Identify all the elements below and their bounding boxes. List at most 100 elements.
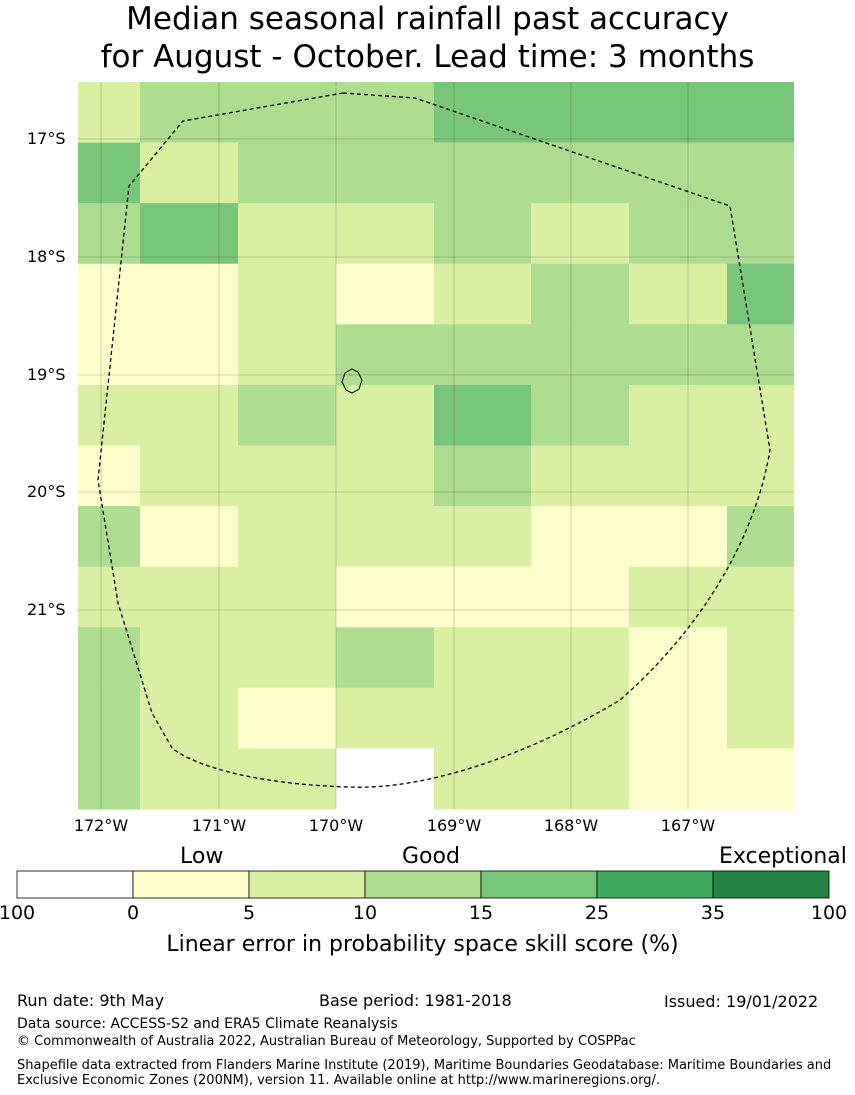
grid-cell bbox=[140, 263, 238, 325]
grid-cell bbox=[78, 748, 140, 810]
grid-cell bbox=[434, 324, 531, 386]
grid-cell bbox=[434, 748, 531, 810]
legend-category-exceptional: Exceptional bbox=[719, 844, 847, 869]
grid-cell bbox=[78, 687, 140, 749]
grid-cell bbox=[336, 203, 434, 265]
grid-cell bbox=[434, 203, 531, 265]
grid-cell bbox=[140, 324, 238, 386]
grid-cell bbox=[531, 82, 629, 144]
data-source: Data source: ACCESS-S2 and ERA5 Climate … bbox=[17, 1016, 398, 1032]
colorbar-tick-label: 15 bbox=[468, 902, 494, 924]
grid-cell bbox=[336, 263, 434, 325]
grid-cell bbox=[140, 445, 238, 507]
copyright: © Commonwealth of Australia 2022, Austra… bbox=[17, 1034, 636, 1049]
latitude-label: 19°S bbox=[27, 365, 66, 384]
grid-cell bbox=[140, 384, 238, 446]
grid-cell bbox=[727, 445, 794, 507]
grid-cell bbox=[434, 687, 531, 749]
latitude-label: 17°S bbox=[27, 129, 66, 148]
grid-cell bbox=[434, 506, 531, 568]
grid-cell bbox=[336, 384, 434, 446]
colorbar-tick-label: 100 bbox=[0, 902, 36, 924]
longitude-label: 169°W bbox=[426, 816, 482, 835]
grid-cell bbox=[238, 384, 336, 446]
colorbar-segment bbox=[132, 870, 250, 899]
grid-cell bbox=[629, 203, 727, 265]
legend-category-low: Low bbox=[180, 844, 224, 869]
grid-cell bbox=[531, 142, 629, 204]
grid-cell bbox=[78, 627, 140, 689]
longitude-label: 171°W bbox=[191, 816, 247, 835]
grid-cell bbox=[336, 687, 434, 749]
grid-cell bbox=[727, 203, 794, 265]
grid-cell bbox=[238, 142, 336, 204]
grid-cell bbox=[78, 384, 140, 446]
grid-cell bbox=[336, 506, 434, 568]
grid-cell bbox=[336, 627, 434, 689]
grid-cell bbox=[336, 748, 434, 810]
grid-cell bbox=[238, 203, 336, 265]
longitude-label: 170°W bbox=[308, 816, 364, 835]
latitude-label: 18°S bbox=[27, 247, 66, 266]
grid-cell bbox=[629, 445, 727, 507]
grid-cell bbox=[531, 506, 629, 568]
grid-cell bbox=[531, 324, 629, 386]
grid-cell bbox=[629, 324, 727, 386]
grid-cell bbox=[434, 445, 531, 507]
grid-cell bbox=[78, 203, 140, 265]
eez-boundary bbox=[97, 92, 771, 788]
grid-cell bbox=[78, 263, 140, 325]
grid-cell bbox=[629, 263, 727, 325]
grid-cell bbox=[531, 203, 629, 265]
run-date: Run date: 9th May bbox=[17, 991, 165, 1010]
grid-cell bbox=[238, 324, 336, 386]
grid-cell bbox=[238, 748, 336, 810]
grid-cell bbox=[629, 82, 727, 144]
grid-cell bbox=[727, 142, 794, 204]
title-line-2: for August - October. Lead time: 3 month… bbox=[100, 39, 755, 75]
base-period: Base period: 1981-2018 bbox=[319, 991, 512, 1010]
island-outline bbox=[341, 368, 363, 394]
grid-cell bbox=[727, 506, 794, 568]
grid-cell bbox=[78, 566, 140, 628]
grid-cell bbox=[238, 687, 336, 749]
grid-cell bbox=[336, 82, 434, 144]
colorbar-tick-label: 35 bbox=[700, 902, 726, 924]
grid-cell bbox=[78, 506, 140, 568]
map-title: Median seasonal rainfall past accuracy f… bbox=[0, 0, 855, 76]
grid-cell bbox=[629, 687, 727, 749]
grid-cell bbox=[629, 142, 727, 204]
grid-cell bbox=[434, 627, 531, 689]
grid-cell bbox=[78, 82, 140, 144]
grid-cell bbox=[434, 384, 531, 446]
grid-cell bbox=[727, 82, 794, 144]
grid-cell bbox=[238, 82, 336, 144]
grid-cell bbox=[727, 263, 794, 325]
grid-cell bbox=[629, 506, 727, 568]
grid-cell bbox=[727, 627, 794, 689]
grid-cell bbox=[434, 263, 531, 325]
colorbar-tick-label: 10 bbox=[352, 902, 378, 924]
grid-cell bbox=[336, 324, 434, 386]
colorbar-segment bbox=[248, 870, 366, 899]
grid-cell bbox=[531, 263, 629, 325]
grid-cell bbox=[140, 566, 238, 628]
colorbar-tick-label: 100 bbox=[810, 902, 848, 924]
shapefile-credit: Shapefile data extracted from Flanders M… bbox=[17, 1058, 832, 1088]
grid-cell bbox=[629, 627, 727, 689]
colorbar-title: Linear error in probability space skill … bbox=[166, 932, 679, 957]
grid-cell bbox=[238, 445, 336, 507]
grid-cell bbox=[629, 748, 727, 810]
grid-cell bbox=[727, 748, 794, 810]
longitude-label: 168°W bbox=[543, 816, 599, 835]
grid-cell bbox=[140, 506, 238, 568]
issued-date: Issued: 19/01/2022 bbox=[664, 992, 819, 1011]
latitude-label: 21°S bbox=[27, 600, 66, 619]
colorbar-segment bbox=[480, 870, 598, 899]
grid-cell bbox=[434, 566, 531, 628]
legend-category-good: Good bbox=[402, 844, 460, 869]
grid-cell bbox=[727, 566, 794, 628]
colorbar-segment bbox=[16, 870, 134, 899]
